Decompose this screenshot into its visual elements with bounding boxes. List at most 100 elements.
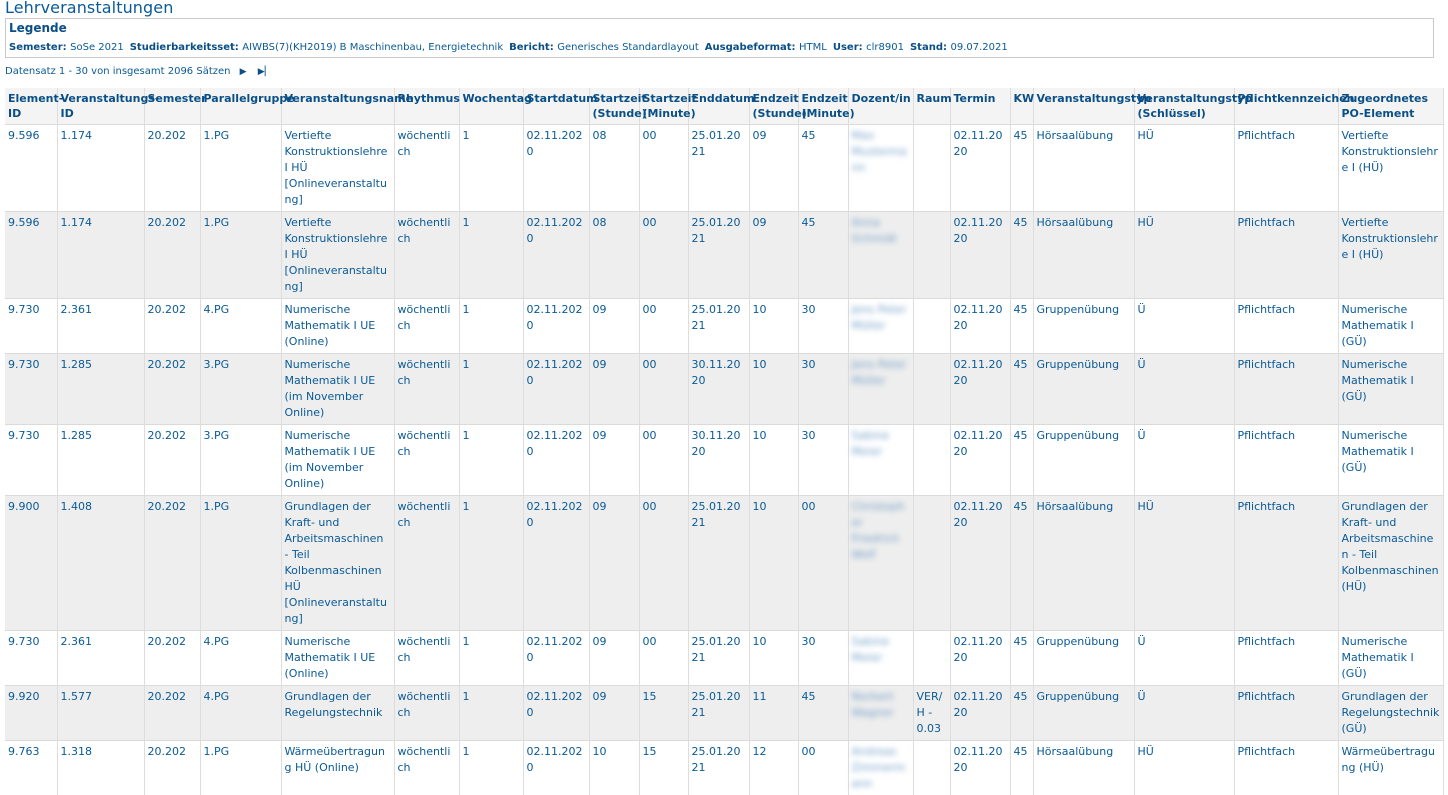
table-cell: 00 xyxy=(798,741,848,795)
table-cell: 45 xyxy=(1010,299,1033,354)
table-cell: 25.01.2021 xyxy=(688,125,749,212)
column-header[interactable]: Veranstaltungstyp (Schlüssel) xyxy=(1134,88,1234,125)
column-header[interactable]: Semester xyxy=(144,88,200,125)
table-cell: Vertiefte Konstruktionslehre I (HÜ) xyxy=(1338,125,1443,212)
column-header[interactable]: Enddatum xyxy=(688,88,749,125)
table-cell: 45 xyxy=(1010,631,1033,686)
table-cell: Numerische Mathematik I UE (im November … xyxy=(281,425,394,496)
table-cell: 20.202 xyxy=(144,425,200,496)
table-cell: 20.202 xyxy=(144,354,200,425)
column-header[interactable]: Veranstaltungstyp xyxy=(1033,88,1134,125)
table-cell: 1.577 xyxy=(57,686,144,741)
table-cell: Pflichtfach xyxy=(1234,299,1338,354)
table-cell xyxy=(913,212,950,299)
table-cell: Hörsaalübung xyxy=(1033,125,1134,212)
table-cell: 45 xyxy=(1010,354,1033,425)
table-cell: Numerische Mathematik I UE (im November … xyxy=(281,354,394,425)
column-header[interactable]: KW xyxy=(1010,88,1033,125)
column-header[interactable]: Parallelgruppe xyxy=(200,88,281,125)
legend-value: AIWBS(7)(KH2019) B Maschinenbau, Energie… xyxy=(242,42,503,53)
lecturer-name-redacted: Christopher Friedrich Wolf xyxy=(852,500,905,561)
column-header[interactable]: Element-ID xyxy=(5,88,57,125)
table-cell: 09 xyxy=(749,212,798,299)
table-cell: 02.11.2020 xyxy=(523,496,589,631)
table-cell: 02.11.2020 xyxy=(950,496,1010,631)
table-cell: 02.11.2020 xyxy=(950,354,1010,425)
table-cell: 02.11.2020 xyxy=(950,741,1010,795)
table-cell: 10 xyxy=(749,354,798,425)
table-cell: Grundlagen der Regelungstechnik xyxy=(281,686,394,741)
column-header[interactable]: Zugeordnetes PO-Element xyxy=(1338,88,1443,125)
table-cell: 1 xyxy=(459,125,523,212)
table-cell: Hörsaalübung xyxy=(1033,212,1134,299)
table-cell: 1.PG xyxy=(200,125,281,212)
table-cell: 30.11.2020 xyxy=(688,425,749,496)
table-cell xyxy=(913,496,950,631)
column-header[interactable]: Pflichtkennzeichen xyxy=(1234,88,1338,125)
table-cell: 25.01.2021 xyxy=(688,686,749,741)
skip-to-last-icon[interactable]: ▶▏ xyxy=(258,67,272,77)
table-cell: Pflichtfach xyxy=(1234,212,1338,299)
table-cell: 45 xyxy=(1010,741,1033,795)
column-header[interactable]: Termin xyxy=(950,88,1010,125)
table-cell: 3.PG xyxy=(200,425,281,496)
play-next-icon[interactable]: ▶ xyxy=(240,67,247,77)
column-header[interactable]: Raum xyxy=(913,88,950,125)
column-header[interactable]: Startzeit (Stunde) xyxy=(589,88,639,125)
lecturer-name-redacted: Andreas Zimmermann xyxy=(852,745,906,790)
table-cell: 9.920 xyxy=(5,686,57,741)
table-cell: 02.11.2020 xyxy=(523,354,589,425)
table-cell: 00 xyxy=(798,496,848,631)
column-header[interactable]: Dozent/in xyxy=(848,88,913,125)
column-header[interactable]: Startzeit (Minute) xyxy=(639,88,688,125)
column-header[interactable]: Rhythmus xyxy=(394,88,459,125)
table-cell: 1 xyxy=(459,425,523,496)
column-header[interactable]: Endzeit (Minute) xyxy=(798,88,848,125)
table-cell: Wärmeübertragung HÜ (Online) xyxy=(281,741,394,795)
column-header[interactable]: Endzeit (Stunde) xyxy=(749,88,798,125)
pagination-status: Datensatz 1 - 30 von insgesamt 2096 Sätz… xyxy=(5,66,230,77)
table-cell: Pflichtfach xyxy=(1234,425,1338,496)
table-cell: 1 xyxy=(459,496,523,631)
table-cell: Vertiefte Konstruktionslehre I (HÜ) xyxy=(1338,212,1443,299)
table-cell: 00 xyxy=(639,631,688,686)
table-cell: Gruppenübung xyxy=(1033,425,1134,496)
table-cell: wöchentlich xyxy=(394,212,459,299)
table-cell: 1.PG xyxy=(200,741,281,795)
column-header[interactable]: Wochentag xyxy=(459,88,523,125)
lecturer-name-redacted: Norbert Wagner xyxy=(852,690,894,719)
table-cell: 02.11.2020 xyxy=(523,125,589,212)
table-cell: Andreas Zimmermann xyxy=(848,741,913,795)
column-header[interactable]: Veranstaltungsname xyxy=(281,88,394,125)
table-cell: Jens Peter Müller xyxy=(848,354,913,425)
table-cell: 02.11.2020 xyxy=(523,741,589,795)
table-cell: Ü xyxy=(1134,299,1234,354)
column-header[interactable]: Veranstaltungs-ID xyxy=(57,88,144,125)
table-cell: 20.202 xyxy=(144,686,200,741)
table-cell: 02.11.2020 xyxy=(523,631,589,686)
table-cell: 02.11.2020 xyxy=(950,425,1010,496)
table-cell: 1.174 xyxy=(57,125,144,212)
column-header[interactable]: Startdatum xyxy=(523,88,589,125)
table-cell: 9.596 xyxy=(5,212,57,299)
table-cell: Gruppenübung xyxy=(1033,299,1134,354)
table-cell: 9.900 xyxy=(5,496,57,631)
table-cell: 00 xyxy=(639,299,688,354)
table-cell: 4.PG xyxy=(200,631,281,686)
table-cell: 2.361 xyxy=(57,631,144,686)
table-cell: 10 xyxy=(749,299,798,354)
table-cell: Vertiefte Konstruktionslehre I HÜ [Onlin… xyxy=(281,212,394,299)
table-cell: 09 xyxy=(589,354,639,425)
table-cell: Numerische Mathematik I (GÜ) xyxy=(1338,631,1443,686)
